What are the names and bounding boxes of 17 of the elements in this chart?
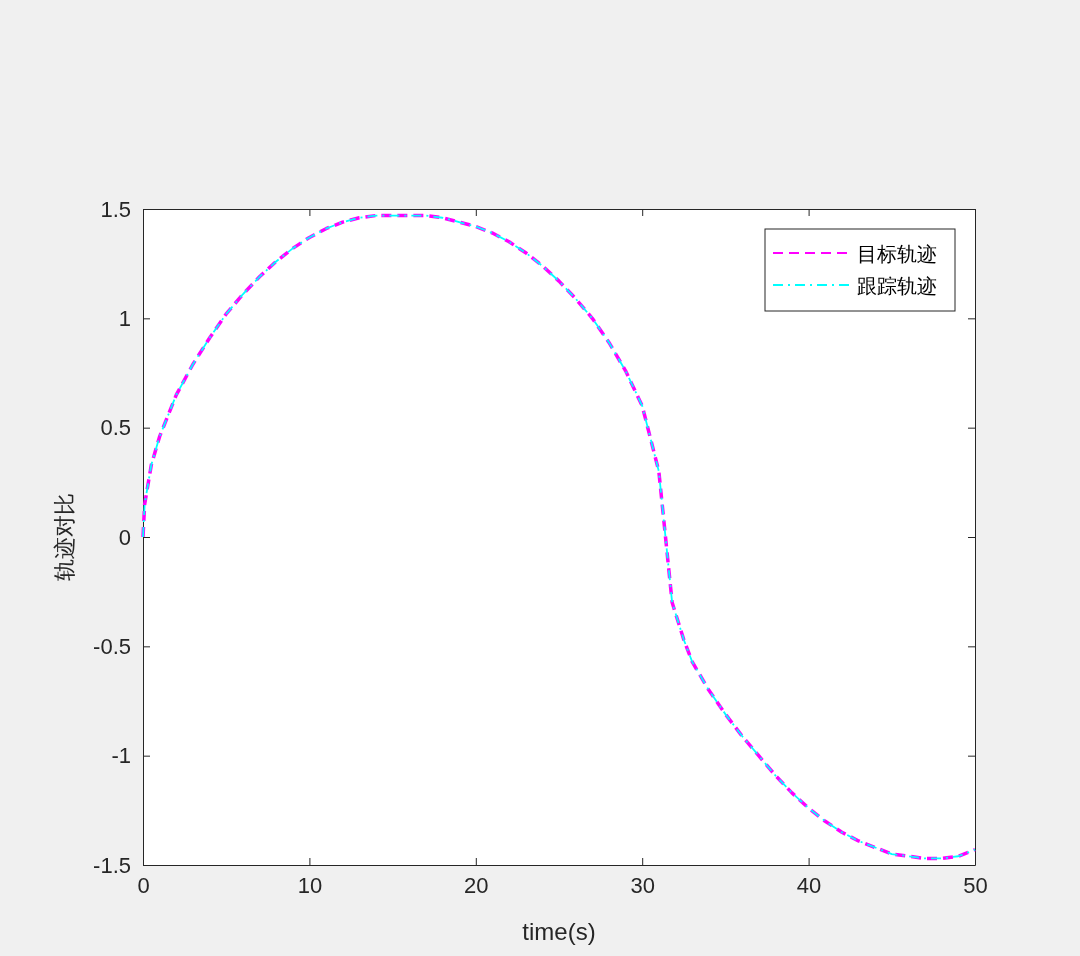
- x-tick-label: 30: [630, 872, 655, 898]
- x-axis-title: time(s): [522, 918, 596, 945]
- y-tick-label: 1: [118, 305, 131, 331]
- x-tick-label: 40: [796, 872, 822, 898]
- x-tick-label: 20: [464, 872, 489, 898]
- y-axis-title: 轨迹对比: [52, 493, 77, 581]
- y-tick-label: 0.5: [100, 415, 131, 441]
- y-tick-label: -0.5: [93, 633, 131, 659]
- legend-label: 目标轨迹: [857, 242, 937, 266]
- x-tick-label: 50: [963, 872, 988, 898]
- legend-label: 跟踪轨迹: [857, 274, 937, 298]
- x-tick-label: 0: [137, 872, 150, 898]
- y-tick-label: 1.5: [100, 196, 131, 222]
- y-tick-label: -1: [111, 743, 131, 769]
- y-tick-label: 0: [118, 524, 131, 550]
- x-tick-label: 10: [297, 872, 323, 898]
- y-tick-label: -1.5: [93, 852, 131, 878]
